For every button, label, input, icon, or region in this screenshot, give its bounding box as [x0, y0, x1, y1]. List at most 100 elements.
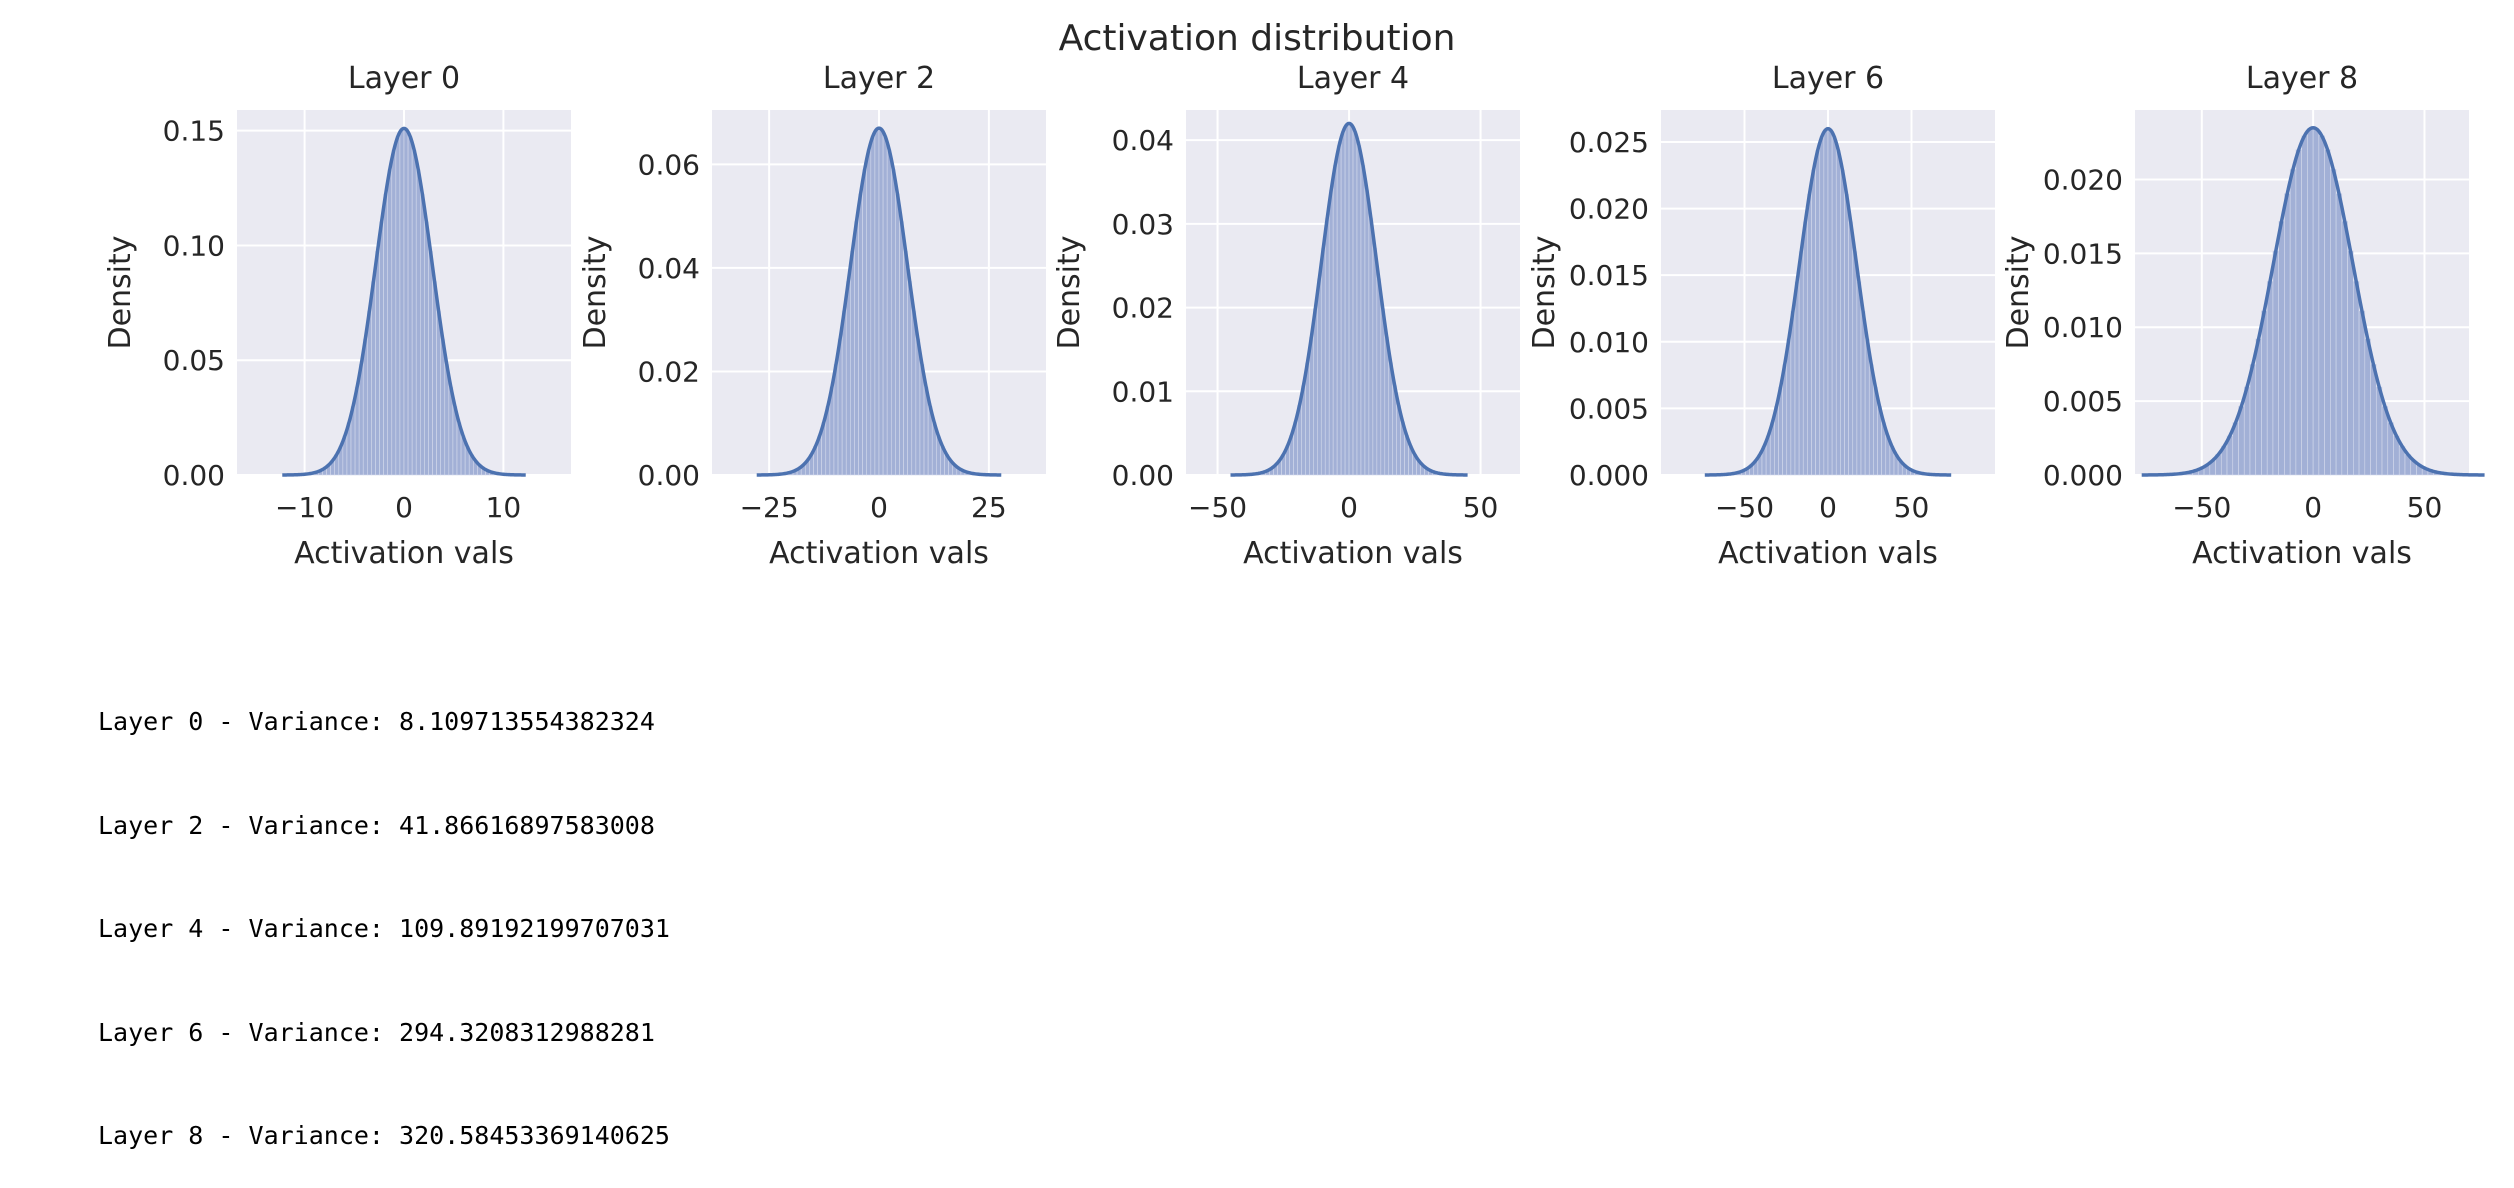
- histogram-bar: [2272, 250, 2279, 476]
- histogram-bar: [837, 338, 843, 476]
- y-tick-label: 0.015: [1569, 259, 1649, 292]
- histogram-bar: [436, 310, 441, 476]
- histogram-bar: [1316, 278, 1322, 476]
- histogram-bar: [2335, 193, 2343, 476]
- x-tick-label: −50: [2172, 491, 2231, 524]
- histogram-bar: [2353, 280, 2360, 476]
- variance-log-line: Layer 0 - Variance: 8.109713554382324: [98, 707, 655, 736]
- histogram-bar: [420, 193, 425, 476]
- variance-log: Layer 0 - Variance: 8.109713554382324 La…: [98, 636, 670, 1188]
- y-tick-label: 0.03: [1112, 208, 1174, 241]
- histogram-bar: [2284, 193, 2291, 476]
- y-tick-label: 0.000: [1569, 459, 1649, 492]
- y-tick-label: 0.010: [1569, 326, 1649, 359]
- histogram-bar: [415, 169, 421, 476]
- histogram-bar: [2364, 338, 2371, 476]
- histogram-bar: [866, 149, 872, 476]
- subplot-layer-0: −10 0 10 0.00 0.05 0.10 0.15 Layer 0 Activation …: [103, 61, 571, 571]
- y-tick-label: 0.000: [2043, 459, 2123, 492]
- x-tick-label: −25: [740, 491, 799, 524]
- histogram-bar: [2249, 363, 2257, 476]
- kde-line: [1704, 126, 1952, 477]
- histogram-bar: [2324, 149, 2331, 476]
- x-tick-label: 50: [2407, 491, 2443, 524]
- histogram-bar: [915, 338, 921, 476]
- histogram-bar: [399, 128, 405, 476]
- histogram-bar: [878, 128, 884, 476]
- histogram-bar: [1360, 165, 1366, 476]
- histogram-bar: [874, 128, 880, 476]
- histogram-bar: [1840, 169, 1845, 476]
- y-tick-label: 0.00: [163, 459, 225, 492]
- histogram-bar: [2358, 310, 2366, 476]
- histogram-bar: [375, 251, 380, 476]
- histogram-bar: [1844, 193, 1849, 476]
- kde-line: [2141, 125, 2485, 477]
- histogram-bar: [1831, 136, 1837, 476]
- y-tick-label: 0.00: [638, 459, 700, 492]
- histogram-bar: [845, 281, 851, 476]
- x-axis-label: Activation vals: [769, 536, 989, 571]
- histogram-bar: [424, 221, 429, 476]
- histogram-bar: [1798, 251, 1804, 476]
- y-axis-label: Density: [103, 235, 138, 349]
- x-tick-label: 10: [486, 491, 522, 524]
- kde-line: [282, 126, 526, 477]
- x-tick-label: 25: [971, 491, 1007, 524]
- y-tick-label: 0.06: [638, 148, 700, 181]
- subplot-title: Layer 4: [1297, 61, 1409, 96]
- x-tick-label: 0: [2304, 491, 2322, 524]
- y-tick-label: 0.02: [1112, 292, 1174, 325]
- histogram-bar: [1340, 131, 1346, 476]
- histogram-bar: [1344, 124, 1350, 476]
- x-tick-label: 0: [1340, 491, 1358, 524]
- histogram-bar: [841, 310, 847, 476]
- x-tick-label: −50: [1715, 491, 1774, 524]
- subplot-title: Layer 6: [1772, 61, 1884, 96]
- histogram-bar: [2330, 168, 2337, 476]
- histogram-bar: [440, 338, 446, 476]
- histogram-bar: [899, 221, 904, 476]
- histogram-bar: [886, 149, 892, 476]
- histogram-bar: [2255, 338, 2262, 476]
- histogram-bar: [2307, 128, 2314, 476]
- activation-distribution-figure: Activation distribution −10 0 10 0.00 0.05 0.…: [103, 18, 2485, 571]
- histogram-bar: [1364, 189, 1370, 476]
- y-tick-label: 0.010: [2043, 311, 2123, 344]
- y-axis-label: Density: [2001, 235, 2036, 349]
- histogram-bar: [2318, 135, 2325, 476]
- histogram-bar: [2295, 149, 2302, 476]
- histogram-bar: [367, 310, 372, 476]
- figure-title: Activation distribution: [1059, 18, 1456, 59]
- histogram-bar: [911, 310, 917, 476]
- y-tick-label: 0.00: [1112, 459, 1174, 492]
- histogram-bar: [1313, 308, 1318, 476]
- histogram-bar: [1819, 136, 1825, 476]
- x-axis-label: Activation vals: [1243, 536, 1463, 571]
- subplot-title: Layer 8: [2246, 61, 2358, 96]
- y-tick-label: 0.025: [1569, 126, 1649, 159]
- subplot-layer-4: −50 0 50 0.00 0.01 0.02 0.03 0.04 Layer 4 Activat…: [1052, 61, 1520, 571]
- histogram-bar: [1786, 338, 1792, 476]
- y-axis-label: Density: [1052, 235, 1087, 349]
- histogram-bar: [1827, 129, 1833, 476]
- histogram-bar: [428, 251, 433, 476]
- histogram-bar: [379, 221, 384, 476]
- histogram-bar: [1815, 150, 1821, 476]
- histogram-bar: [1811, 169, 1816, 476]
- histogram-bar: [1852, 251, 1858, 476]
- subplot-title: Layer 0: [348, 61, 460, 96]
- histogram-bar: [2341, 220, 2348, 476]
- y-tick-label: 0.04: [1112, 124, 1174, 157]
- histogram-bar: [890, 169, 896, 476]
- histogram-bar: [1372, 247, 1378, 476]
- x-axis-label: Activation vals: [1718, 536, 1938, 571]
- histogram-bar: [1352, 131, 1358, 476]
- subplot-title: Layer 2: [823, 61, 935, 96]
- histogram-bar: [1802, 221, 1808, 476]
- histogram-bar: [362, 338, 368, 476]
- histogram-bar: [407, 136, 413, 476]
- histogram-bar: [383, 193, 388, 476]
- variance-log-line: Layer 2 - Variance: 41.86616897583008: [98, 810, 655, 840]
- histogram-bar: [1332, 165, 1338, 476]
